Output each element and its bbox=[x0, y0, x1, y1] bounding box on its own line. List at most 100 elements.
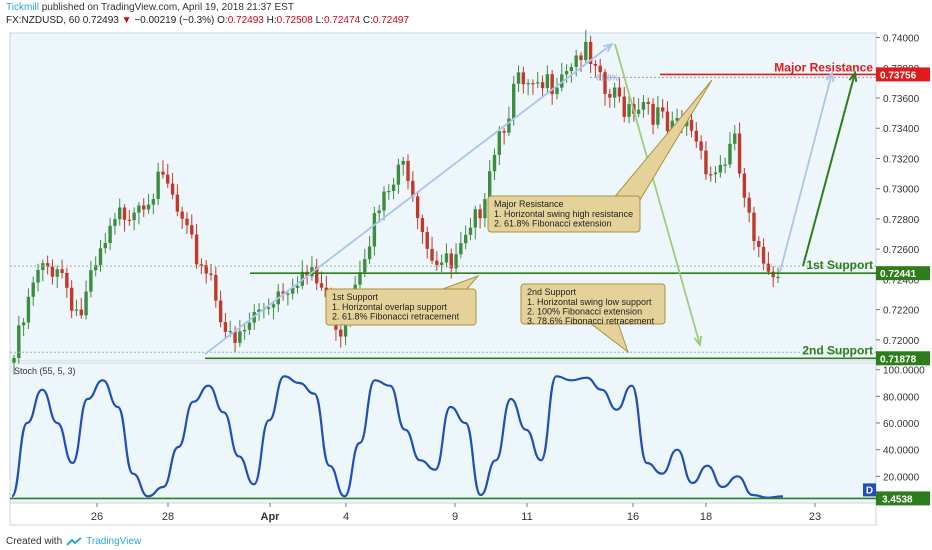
candle-down bbox=[757, 241, 761, 247]
arrow-upswing-projection-head bbox=[825, 70, 835, 83]
note-major-resistance-title: Major Resistance bbox=[494, 199, 564, 209]
candle-down bbox=[45, 263, 50, 267]
candle-down bbox=[406, 160, 410, 181]
support-2-price-tag: 0.71878 bbox=[880, 354, 917, 365]
created-with-text: Created with bbox=[6, 536, 63, 547]
candle-down bbox=[646, 102, 650, 104]
candle-down bbox=[315, 267, 319, 284]
candle-up bbox=[367, 246, 372, 260]
candle-up bbox=[113, 219, 117, 226]
candle-up bbox=[641, 102, 646, 110]
time-axis-label: 11 bbox=[521, 511, 532, 523]
candle-down bbox=[579, 55, 583, 61]
candle-down bbox=[521, 72, 526, 85]
stochastic-tag-box bbox=[876, 491, 930, 506]
candle-down bbox=[593, 63, 598, 66]
support-1-price-tag-box bbox=[876, 266, 930, 281]
candle-up bbox=[98, 248, 103, 266]
candle-down bbox=[709, 174, 713, 176]
candle-up bbox=[733, 133, 737, 144]
candle-up bbox=[723, 164, 727, 166]
support-2-label: 2nd Support bbox=[802, 343, 873, 357]
time-axis-label: 4 bbox=[343, 511, 349, 523]
note-1st-support bbox=[325, 288, 477, 326]
candle-up bbox=[118, 207, 122, 220]
note-2nd-support-line: 2. 100% Fibonacci extension bbox=[527, 307, 642, 317]
price-axis-label: 0.73200 bbox=[883, 154, 920, 165]
note-2nd-support bbox=[520, 283, 666, 325]
resistance-price-tag-box bbox=[876, 67, 930, 82]
price-axis-label: 0.73600 bbox=[883, 94, 920, 105]
candle-up bbox=[473, 209, 477, 228]
candle-down bbox=[704, 150, 708, 175]
candle-down bbox=[175, 194, 180, 212]
candle-up bbox=[584, 41, 588, 61]
candle-up bbox=[713, 172, 718, 175]
arrow-upswing-head bbox=[603, 42, 614, 53]
down-arrow-icon: ▼ bbox=[121, 15, 132, 26]
price-change: −0.00219 (−0.3%) bbox=[134, 15, 215, 26]
candle-up bbox=[247, 322, 252, 330]
candle-down bbox=[766, 263, 771, 272]
candle-up bbox=[21, 322, 26, 326]
candle-down bbox=[199, 264, 204, 266]
stochastic-line bbox=[10, 375, 784, 499]
publisher-line: Tickmill published on TradingView.com, A… bbox=[6, 2, 294, 13]
time-axis-label: 26 bbox=[91, 511, 103, 523]
indicator-axis-label: 60.0000 bbox=[883, 419, 920, 430]
candle-up bbox=[612, 87, 617, 98]
tradingview-brand[interactable]: TradingView bbox=[86, 536, 142, 547]
candle-up bbox=[89, 270, 93, 292]
note-1st-support-line: 2. 61.8% Fibonacci retracement bbox=[332, 312, 460, 322]
candle-up bbox=[526, 83, 530, 85]
candle-down bbox=[617, 87, 622, 97]
close-label: C: bbox=[362, 15, 373, 26]
indicator-title: Stoch (55, 5, 3) bbox=[14, 366, 76, 376]
candle-up bbox=[483, 199, 487, 219]
candle-up bbox=[271, 304, 276, 308]
support-2-price-tag-box bbox=[876, 351, 930, 366]
candle-down bbox=[588, 41, 593, 64]
price-axis-label: 0.72000 bbox=[883, 336, 920, 347]
candle-down bbox=[218, 300, 223, 323]
candle-up bbox=[560, 74, 564, 88]
candle-down bbox=[660, 107, 665, 112]
candle-up bbox=[36, 270, 40, 283]
footer: Created with TradingView bbox=[6, 536, 141, 547]
indicator-axis-label: 100.0000 bbox=[883, 366, 925, 377]
candle-up bbox=[718, 164, 723, 173]
candle-up bbox=[132, 212, 136, 221]
candle-up bbox=[26, 296, 31, 323]
candle-up bbox=[156, 171, 160, 200]
candle-up bbox=[468, 227, 473, 235]
note-1st-support-title: 1st Support bbox=[332, 292, 379, 302]
candle-down bbox=[194, 234, 199, 265]
candle-up bbox=[363, 259, 367, 273]
candle-down bbox=[430, 248, 434, 261]
arrow-major-resistance-target bbox=[802, 72, 856, 267]
candle-down bbox=[689, 119, 694, 131]
candle-up bbox=[151, 199, 156, 205]
candle-up bbox=[574, 55, 578, 67]
candle-down bbox=[761, 246, 766, 264]
high-label: H: bbox=[266, 15, 277, 26]
note-major-resistance-line: 2. 61.8% Fibonacci extension bbox=[494, 219, 612, 229]
price-axis-label: 0.73000 bbox=[883, 185, 920, 196]
candle-down bbox=[142, 205, 146, 210]
publisher-name[interactable]: Tickmill bbox=[6, 2, 39, 13]
close-value: 0.72497 bbox=[372, 15, 410, 26]
candle-down bbox=[531, 83, 535, 85]
arrow-target-2nd-support-head bbox=[693, 335, 703, 348]
candle-up bbox=[103, 243, 107, 249]
price-axis-label: 0.73400 bbox=[883, 124, 920, 135]
candle-down bbox=[415, 196, 420, 219]
candle-down bbox=[771, 271, 775, 278]
candle-up bbox=[266, 307, 271, 309]
tradingview-logo-icon bbox=[66, 536, 82, 546]
candle-up bbox=[146, 204, 151, 210]
candle-up bbox=[512, 83, 516, 119]
indicator-axis-label: 40.0000 bbox=[883, 446, 920, 457]
candle-up bbox=[93, 265, 98, 271]
candle-down bbox=[180, 211, 184, 219]
